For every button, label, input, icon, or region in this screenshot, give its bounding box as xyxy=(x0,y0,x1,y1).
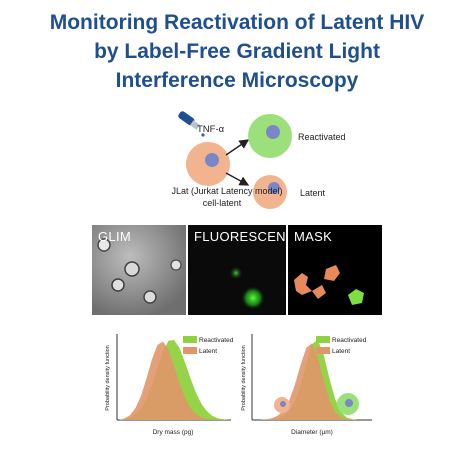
dry-mass-ylabel: Probability density function xyxy=(105,345,111,410)
latent-label: Latent xyxy=(300,188,326,198)
latent-outcome-cell-icon xyxy=(253,175,287,209)
page-title: Monitoring Reactivation of Latent HIV by… xyxy=(0,8,474,95)
mask-image xyxy=(294,265,364,305)
legend-latent-2: Latent xyxy=(332,348,350,355)
title-line-2: by Label-Free Gradient Light xyxy=(94,40,380,63)
reactivated-label: Reactivated xyxy=(298,132,346,142)
legend-reactivated-2: Reactivated xyxy=(332,337,367,344)
glim-label: GLIM xyxy=(98,229,131,244)
diameter-latent-cell-icon xyxy=(274,397,290,413)
latent-cell-icon xyxy=(186,142,230,186)
cell-latent-label: cell-latent xyxy=(203,198,242,208)
diameter-legend: Reactivated Latent xyxy=(316,336,367,355)
pipette-icon xyxy=(178,111,205,137)
glim-panel: GLIM xyxy=(92,225,186,315)
glim-image xyxy=(92,225,186,315)
diameter-xlabel: Diameter (µm) xyxy=(291,429,333,436)
legend-reactivated: Reactivated xyxy=(199,337,234,344)
reactivation-schematic: TNF-α Reactivated Latent JLat (Jurkat La… xyxy=(171,111,346,209)
arrow-to-latent xyxy=(225,172,250,186)
fluorescence-image xyxy=(229,266,265,310)
title-line-1: Monitoring Reactivation of Latent HIV xyxy=(49,11,425,34)
dry-mass-xlabel: Dry mass (pg) xyxy=(153,429,194,436)
fluorescence-panel: FLUORESCENCE xyxy=(188,225,286,315)
diameter-reactivated-cell-icon xyxy=(337,393,359,415)
arrow-to-reactivated xyxy=(225,139,250,156)
series-latent-area xyxy=(119,341,229,420)
dry-mass-legend: Reactivated Latent xyxy=(183,336,234,355)
fluorescence-label: FLUORESCENCE xyxy=(194,229,286,244)
legend-latent: Latent xyxy=(199,348,217,355)
reactivated-cell-icon xyxy=(248,114,292,158)
jlat-label: JLat (Jurkat Latency model) xyxy=(171,186,282,196)
diameter-chart: Reactivated Latent Probability density f… xyxy=(241,334,372,436)
series-latent-area xyxy=(254,343,370,420)
dry-mass-chart: Reactivated Latent Probability density f… xyxy=(105,334,234,436)
title-line-3: Interference Microscopy xyxy=(115,69,359,92)
mask-label: MASK xyxy=(294,229,333,244)
mask-panel: MASK xyxy=(288,225,382,315)
diameter-ylabel: Probability density function xyxy=(241,345,247,410)
tnf-alpha-label: TNF-α xyxy=(197,124,225,135)
